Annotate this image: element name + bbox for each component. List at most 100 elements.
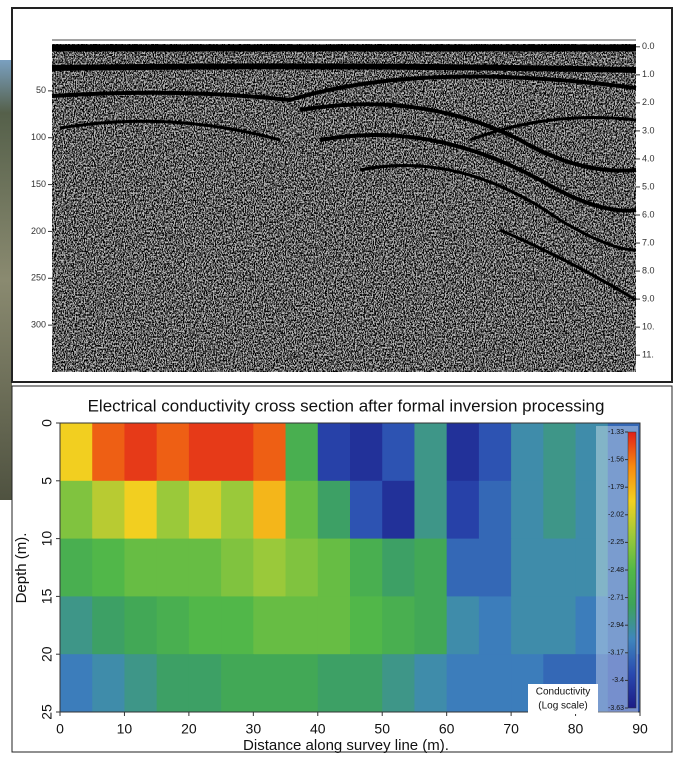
x-axis-label: Distance along survey line (m). xyxy=(243,737,449,754)
heat-cell xyxy=(221,596,254,655)
y2-tick-label: 5.0 xyxy=(642,181,655,191)
y2-tick-label: 10. xyxy=(642,322,655,332)
y-tick-label: 200 xyxy=(31,226,46,236)
heat-cell xyxy=(414,596,448,655)
colorbar-tick-label: -2.02 xyxy=(608,512,624,519)
heat-cell xyxy=(511,423,544,482)
colorbar-tick-label: -3.63 xyxy=(608,705,624,712)
heat-cell xyxy=(92,596,125,655)
colorbar-tick-label: -1.56 xyxy=(608,456,624,463)
radargram-panel xyxy=(11,7,673,383)
heat-cell xyxy=(382,596,415,655)
heat-cell xyxy=(92,480,125,540)
heat-cell xyxy=(92,538,125,597)
heat-cell xyxy=(350,538,383,597)
heat-cell xyxy=(124,596,158,655)
heat-cell xyxy=(285,654,319,713)
colorbar-tick-label: -2.48 xyxy=(608,567,624,574)
y2-tick-label: 7.0 xyxy=(642,237,655,247)
heat-cell xyxy=(478,480,512,540)
heat-cell xyxy=(575,596,609,655)
y2-tick-label: 3.0 xyxy=(642,125,655,135)
heat-cell xyxy=(317,538,351,597)
x-tick-label: 0 xyxy=(56,721,64,737)
heat-cell xyxy=(350,654,383,713)
heat-cell xyxy=(414,480,448,540)
heat-cell xyxy=(382,480,415,540)
colorbar-title: Conductivity xyxy=(536,687,590,698)
heat-cell xyxy=(188,423,222,482)
heat-cell xyxy=(382,423,415,482)
y2-tick-label: 1.0 xyxy=(642,69,655,79)
heat-cell xyxy=(92,423,125,482)
colorbar-tick-label: -1.79 xyxy=(608,484,624,491)
heat-cell xyxy=(285,596,319,655)
heat-cell xyxy=(511,538,544,597)
heat-cell xyxy=(575,480,609,540)
heat-cell xyxy=(414,654,448,713)
heat-cell xyxy=(253,654,287,713)
heat-cell xyxy=(156,423,190,482)
heat-cell xyxy=(350,480,383,540)
y2-tick-label: 9.0 xyxy=(642,293,655,303)
y-tick-label: 100 xyxy=(31,132,46,142)
heat-cell xyxy=(382,538,415,597)
heat-cell xyxy=(350,423,383,482)
heat-cell xyxy=(60,538,93,597)
heat-cell xyxy=(543,596,577,655)
heat-cell xyxy=(478,538,512,597)
heat-cell xyxy=(543,538,577,597)
heat-cell xyxy=(446,480,480,540)
y2-tick-label: 11. xyxy=(642,350,654,360)
y-tick-label: 10 xyxy=(39,531,55,547)
heat-cell xyxy=(188,596,222,655)
x-tick-label: 40 xyxy=(310,721,326,737)
heat-cell xyxy=(60,480,93,540)
heat-cell xyxy=(156,538,190,597)
y-tick-label: 50 xyxy=(36,85,46,95)
colorbar-tick-label: -3.4 xyxy=(612,677,624,684)
y2-tick-label: 8.0 xyxy=(642,265,655,275)
chart-title: Electrical conductivity cross section af… xyxy=(88,396,605,415)
heat-cell xyxy=(124,423,158,482)
y2-tick-label: 6.0 xyxy=(642,209,655,219)
colorbar-tick-label: -3.17 xyxy=(608,650,624,657)
y-tick-label: 250 xyxy=(31,273,46,283)
heat-cell xyxy=(446,538,480,597)
heat-cell xyxy=(188,480,222,540)
y-tick-label: 20 xyxy=(39,646,55,662)
heat-cell xyxy=(317,654,351,713)
heat-cell xyxy=(285,423,319,482)
heat-cell xyxy=(92,654,125,713)
heat-cell xyxy=(221,538,254,597)
x-tick-label: 60 xyxy=(439,721,455,737)
heat-cell xyxy=(188,538,222,597)
heat-cell xyxy=(414,423,448,482)
x-tick-label: 70 xyxy=(503,721,519,737)
y2-tick-label: 4.0 xyxy=(642,153,655,163)
y-tick-label: 150 xyxy=(31,179,46,189)
x-tick-label: 20 xyxy=(181,721,197,737)
x-tick-label: 90 xyxy=(632,721,648,737)
heat-cell xyxy=(511,596,544,655)
heat-cell xyxy=(60,654,93,713)
y-tick-label: 300 xyxy=(31,320,46,330)
heat-cell xyxy=(285,480,319,540)
y-tick-label: 25 xyxy=(39,704,55,720)
reflectors xyxy=(51,44,637,302)
heat-cell xyxy=(414,538,448,597)
heat-cell xyxy=(156,596,190,655)
heat-cell xyxy=(478,596,512,655)
heat-cell xyxy=(478,423,512,482)
y2-tick-label: 0.0 xyxy=(642,41,655,51)
heat-cell xyxy=(446,423,480,482)
colorbar-tick-label: -2.71 xyxy=(608,594,624,601)
heat-cell xyxy=(382,654,415,713)
heat-cell xyxy=(221,480,254,540)
heat-cell xyxy=(253,538,287,597)
heat-cell xyxy=(350,596,383,655)
x-tick-label: 30 xyxy=(246,721,262,737)
heat-cell xyxy=(317,480,351,540)
heat-cell xyxy=(60,423,93,482)
